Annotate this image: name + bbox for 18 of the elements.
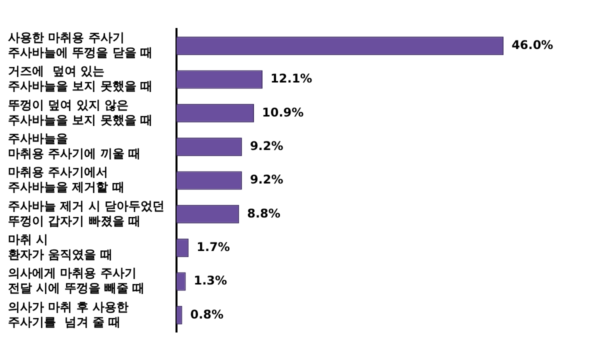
data-label: 1.3% [194, 274, 228, 288]
y-tick-label: 의사에게 마취용 주사기 전달 시에 뚜껑을 빼줄 때 [8, 266, 145, 296]
y-tick-label: 마취용 주사기에서 주사바늘을 제거할 때 [8, 165, 124, 194]
y-tick-label: 주사바늘을 마취용 주사기에 끼울 때 [8, 131, 141, 160]
data-label: 10.9% [262, 105, 304, 120]
y-tick-label: 거즈에 덮여 있는 주사바늘을 보지 못했을 때 [8, 64, 153, 94]
data-label: 46.0% [512, 38, 554, 52]
data-label: 8.8% [247, 206, 280, 220]
data-label: 9.2% [250, 138, 284, 153]
data-label: 0.8% [190, 307, 224, 322]
data-label: 12.1% [270, 72, 312, 86]
data-label: 9.2% [250, 172, 284, 187]
y-tick-label: 주사바늘 제거 시 닫아두었던 뚜껑이 갑자기 빠졌을 때 [8, 198, 165, 228]
y-tick-label: 사용한 마취용 주사기 주사바늘에 뚜껑을 닫을 때 [8, 30, 153, 60]
y-tick-label: 뚜껑이 덮여 있지 않은 주사바늘을 보지 못했을 때 [8, 98, 153, 127]
y-tick-label: 의사가 마취 후 사용한 주사기를 넘겨 줄 때 [8, 300, 129, 329]
y-tick-label: 마취 시 환자가 움직였을 때 [8, 232, 112, 262]
data-label: 1.7% [196, 240, 230, 254]
